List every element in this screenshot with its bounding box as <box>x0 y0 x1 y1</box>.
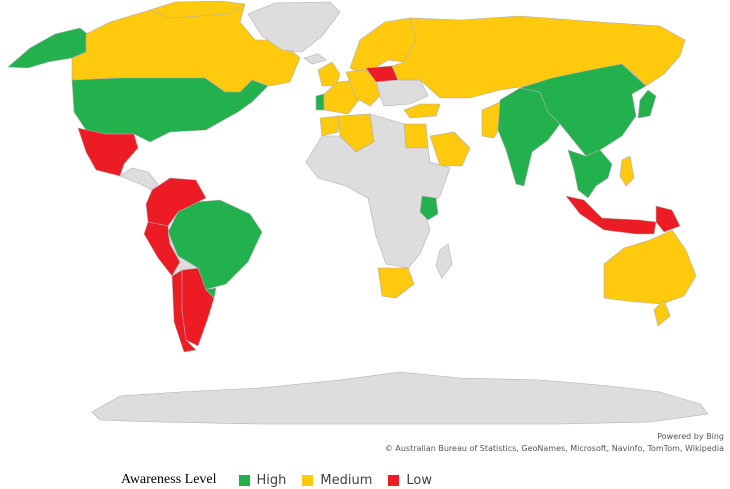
map-credits-text: © Australian Bureau of Statistics, GeoNa… <box>384 444 724 453</box>
region-eastern-europe <box>375 79 429 107</box>
region-argentina <box>181 267 215 347</box>
region-china <box>519 63 647 157</box>
legend-item-medium: Medium <box>302 473 372 488</box>
region-philippines <box>619 155 635 187</box>
region-mexico <box>77 127 139 177</box>
world-map <box>7 0 709 425</box>
region-arctic-islands <box>149 0 246 19</box>
region-saudi-arabia <box>429 131 471 167</box>
legend-title: Awareness Level <box>121 472 217 487</box>
region-mainland-southeast-asia <box>567 149 613 199</box>
legend-label-medium: Medium <box>320 472 373 488</box>
region-northern-south-america <box>145 177 207 227</box>
region-egypt <box>403 123 429 149</box>
region-kenya <box>419 195 439 221</box>
region-madagascar <box>435 243 453 279</box>
region-iceland <box>303 53 327 65</box>
region-japan <box>637 89 657 119</box>
legend-label-low: Low <box>406 472 432 488</box>
region-africa-other- <box>305 113 451 269</box>
legend-swatch-low <box>388 474 400 486</box>
legend: Awareness Level High Medium Low <box>121 472 448 488</box>
region-papua-new-guinea <box>655 205 681 233</box>
region-morocco <box>319 115 341 137</box>
legend-swatch-high <box>238 474 250 486</box>
legend-label-high: High <box>256 472 287 488</box>
legend-swatch-medium <box>302 474 314 486</box>
legend-item-low: Low <box>388 473 432 488</box>
region-new-zealand <box>653 299 671 327</box>
powered-by-text: Powered by Bing <box>657 432 724 441</box>
region-antarctica <box>91 371 709 425</box>
region-turkey <box>403 103 441 119</box>
region-portugal <box>315 93 325 111</box>
region-australia <box>603 229 697 305</box>
region-central-america <box>119 167 159 191</box>
region-russia <box>391 15 686 99</box>
region-south-africa <box>377 267 415 299</box>
region-bolivia-paraguay <box>167 231 199 277</box>
region-indonesia <box>565 195 657 235</box>
region-uk-ireland <box>317 61 341 87</box>
region-greenland <box>247 1 341 53</box>
legend-item-high: High <box>238 472 287 488</box>
